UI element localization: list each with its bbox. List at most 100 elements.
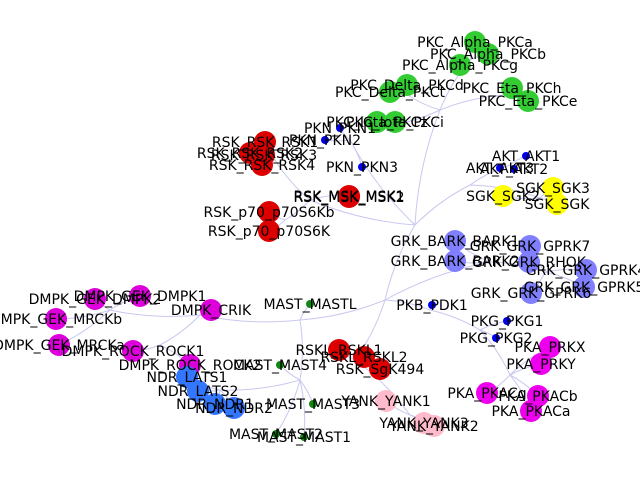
kinase-node-akt-akt1 [522,152,530,160]
kinase-label-mast-mast4: MAST_MAST4 [233,358,327,374]
kinase-node-grk-grk-gprk4 [575,259,597,281]
kinase-node-dmpk-gek-dmpk1 [129,285,151,307]
kinase-label-pkg-pkg2: PKG_PKG2 [460,331,533,347]
kinase-node-akt-akt2 [510,165,518,173]
kinase-node-grk-grk-rhok [518,251,540,273]
kinase-label-pkn-pkn1: PKN_PKN1 [304,121,376,137]
kinase-node-pka-prkx [539,336,561,358]
tree-branch [384,299,431,311]
kinase-label-rsk-p70-p70s6kb: RSK_p70_p70S6Kb [203,205,334,221]
kinase-label-pkc-eta-pkch: PKC_Eta_PKCh [462,81,561,97]
kinase-node-rskl-rskl1 [328,339,350,361]
kinase-label-pkb-pdk1: PKB_PDK1 [396,298,468,314]
tree-branch [439,94,506,111]
kinase-label-ndr-lats2: NDR_LATS2 [158,384,239,400]
kinase-label-mast-mast2: MAST_MAST2 [229,427,323,443]
kinase-node-mast-mast4 [276,361,284,369]
kinase-label-grk-grk-rhok: GRK_GRK_RHOK [472,255,587,271]
tree-nodes [45,31,597,441]
kinase-label-mast-mast1: MAST_MAST1 [257,430,351,446]
kinase-label-rskl-rskl1: RSKL_RSKL1 [295,343,382,359]
kinase-node-sgk-sgk [546,193,568,215]
kinase-label-akt-akt1: AKT_AKT1 [492,149,560,165]
kinase-node-pkc-alpha-pkcb [477,43,499,65]
kinase-node-pkc-iota-pkci [384,111,406,133]
kinase-node-mast-mastl [306,300,314,308]
kinase-label-grk-grk-gprk5: GRK_GRK_GPRK5 [524,280,640,296]
kinase-node-pkg-pkg1 [503,317,511,325]
kinase-label-sgk-sgk2: SGK_SGK2 [466,189,540,205]
tree-branch [284,199,311,221]
kinase-node-grk-grk-gprk5 [573,276,595,298]
kinase-label-pkc-eta-pkce: PKC_Eta_PKCe [479,94,578,110]
kinase-node-dmpk-gek-mrckb [45,308,67,330]
kinase-label-pka-pkacb: PKA_PKACb [498,389,577,405]
kinase-label-pkg-pkg1: PKG_PKG1 [471,314,544,330]
kinase-label-sgk-sgk: SGK_SGK [525,197,591,213]
kinase-label-pka-prky: PKA_PRKY [506,357,576,373]
kinase-label-pkc-delta-pkcd: PKC_Delta_PKCd [350,78,464,94]
kinase-label-sgk-sgk3: SGK_SGK3 [516,181,590,197]
kinase-label-ndr-lats1: NDR_LATS1 [147,370,228,386]
kinase-node-pkc-eta-pkch [501,77,523,99]
kinase-node-akt-akt3 [496,164,504,172]
tree-branch [299,379,306,438]
kinase-node-pkn-pkn2 [321,136,329,144]
kinase-node-pkc-eta-pkce [517,90,539,112]
kinase-label-pkc-delta-pkct: PKC_Delta_PKCt [335,85,446,101]
kinase-node-sgk-sgk2 [492,185,514,207]
kinase-node-ndr-ndr2 [223,397,245,419]
kinase-label-rsk-msk-msk2: RSK_MSK_MSK2 [294,190,405,206]
kinase-label-rsk-p70-p70s6k: RSK_p70_p70S6K [208,224,331,240]
kinase-label-pkc-iota-pkcz: PKC_Iota_PKCz [326,115,427,131]
kinase-node-mast-mast2 [272,430,280,438]
kinase-label-pkn-pkn3: PKN_PKN3 [326,160,398,176]
kinase-label-pkc-alpha-pkca: PKC_Alpha_PKCa [417,35,533,51]
kinase-label-rsk-msk-msk1: RSK_MSK_MSK1 [294,189,405,205]
kinase-label-grk-grk-gprk4: GRK_GRK_GPRK4 [526,263,640,279]
tree-branch [274,159,311,201]
kinase-node-yank-yank3 [413,412,435,434]
kinase-label-dmpk-gek-dmpk2: DMPK_GEK_DMPK2 [29,292,162,308]
tree-branch [414,184,471,226]
kinase-label-dmpk-rock-rock2: DMPK_ROCK_ROCK2 [119,358,262,374]
tree-branch [109,309,201,318]
kinase-label-dmpk-gek-mrckb: DMPK_GEK_MRCKb [0,312,122,328]
tree-branch [299,299,386,321]
kinase-node-rsk-p70-p70s6k [258,220,280,242]
kinase-label-grk-bark-bark1: GRK_BARK_BARK1 [391,234,520,250]
kinase-node-mast-mast3 [309,400,317,408]
kinase-label-ndr-ndr1: NDR_NDR1 [176,397,254,413]
kinase-node-pka-prky [530,353,552,375]
tree-branch [309,199,416,226]
kinase-label-rsk-rsk-rsk4: RSK_RSK_RSK4 [209,158,315,174]
tree-labels: PKC_Alpha_PKCaPKC_Alpha_PKCbPKC_Alpha_PK… [0,35,640,446]
tree-branch [414,109,441,226]
kinase-node-dmpk-gek-mrcka [48,334,70,356]
kinase-label-dmpk-gek-dmpk1: DMPK_GEK_DMPK1 [74,289,207,305]
kinase-node-rsk-p70-p70s6kb [258,201,280,223]
kinase-node-pkn-pkn3 [358,163,366,171]
kinase-label-yank-yank1: YANK_YANK1 [340,394,430,410]
kinase-node-yank-yank1 [375,390,397,412]
kinase-label-rskl-rskl2: RSKL_RSKL2 [320,350,407,366]
kinase-node-rskl-rskl2 [353,346,375,368]
kinase-node-rsk-rsk-rsk4 [251,154,273,176]
kinase-label-akt-akt3: AKT_AKT3 [466,161,534,177]
tree-branch [429,309,481,331]
kinase-label-mast-mastl: MAST_MASTL [264,297,357,313]
kinase-label-pkc-alpha-pkcb: PKC_Alpha_PKCb [430,47,546,63]
kinase-node-dmpk-gek-dmpk2 [84,288,106,310]
kinase-label-grk-grk-gprk6: GRK_GRK_GPRK6 [471,286,592,302]
kinase-node-grk-grk-gprk6 [520,282,542,304]
kinase-node-dmpk-rock-rock1 [122,340,144,362]
kinase-label-akt-akt2: AKT_AKT2 [480,162,548,178]
kinase-node-pkn-pkn1 [336,124,344,132]
kinase-node-ndr-lats2 [187,380,209,402]
kinase-label-rsk-rsk-rsk2: RSK_RSK_RSK2 [197,146,303,162]
kinase-node-grk-bark-bark1 [444,230,466,252]
tree-branch [159,314,201,346]
kinase-label-grk-grk-gprk7: GRK_GRK_GPRK7 [470,239,591,255]
